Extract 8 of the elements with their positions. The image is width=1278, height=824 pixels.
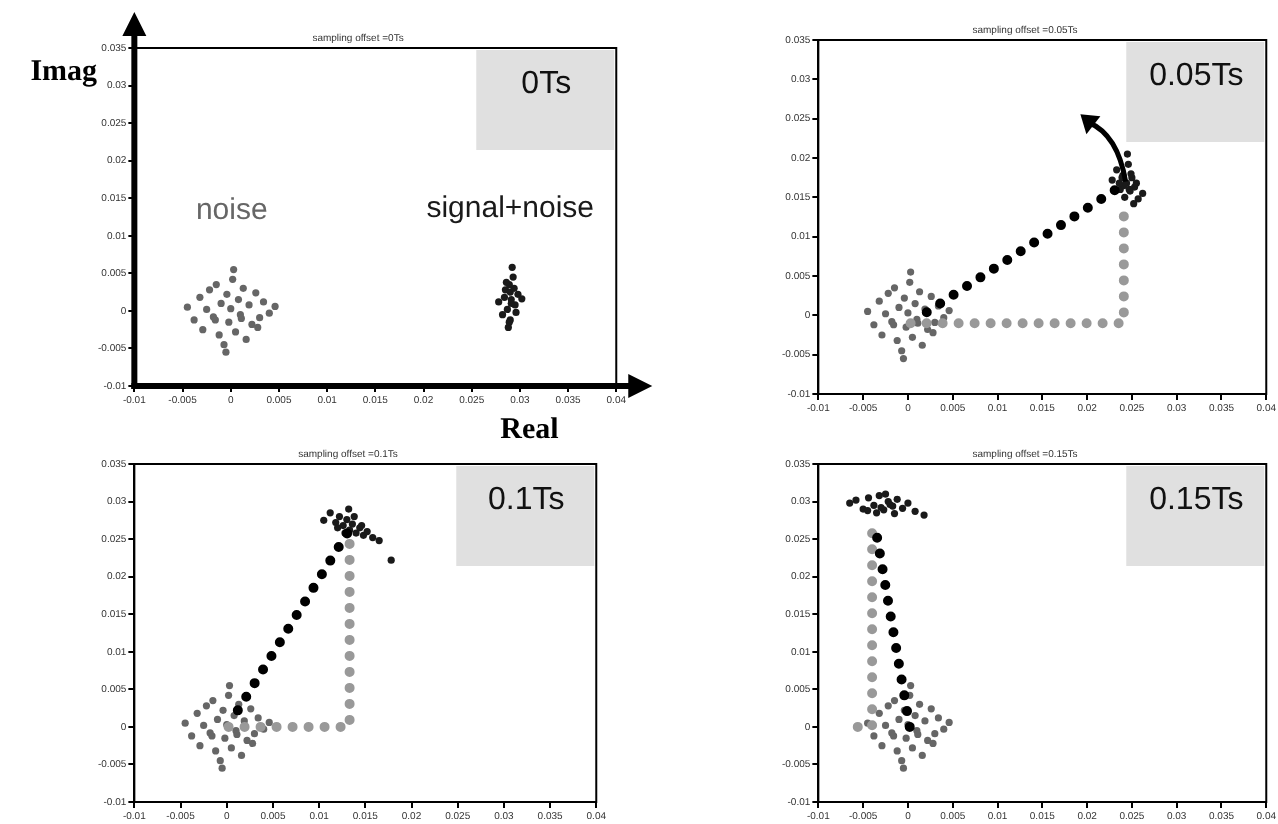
y-axis-title: Imag — [30, 56, 98, 90]
annotation: 0.05Ts — [1149, 58, 1244, 93]
x-axis-title: Real — [500, 414, 559, 448]
annotation: 0.15Ts — [1149, 482, 1244, 517]
annotation: noise — [195, 192, 268, 227]
annotation: 0.1Ts — [488, 482, 565, 517]
annotation: 0Ts — [521, 66, 572, 101]
annotation: signal+noise — [426, 190, 595, 225]
